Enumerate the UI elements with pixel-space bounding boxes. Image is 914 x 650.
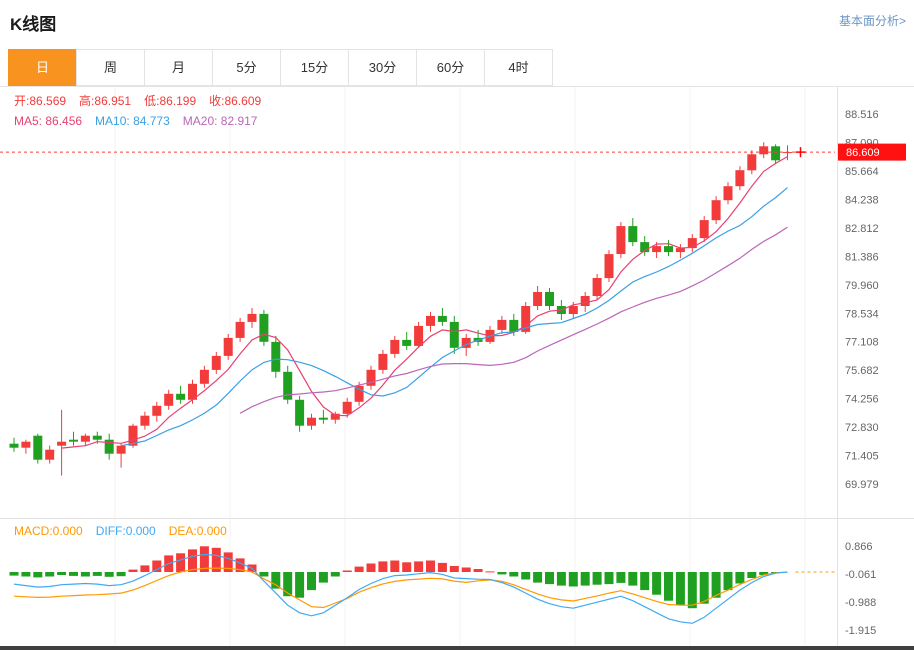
fundamental-analysis-link[interactable]: 基本面分析> xyxy=(838,14,906,28)
ma10-line xyxy=(120,187,788,447)
svg-text:69.979: 69.979 xyxy=(845,479,879,491)
macd-chart[interactable]: 0.866 -0.061 -0.988 -1.915 xyxy=(0,518,914,646)
diff-value: DIFF:0.000 xyxy=(95,524,156,538)
svg-text:79.960: 79.960 xyxy=(845,280,879,292)
macd-value: MACD:0.000 xyxy=(14,524,83,538)
svg-text:78.534: 78.534 xyxy=(845,308,879,320)
svg-text:-1.915: -1.915 xyxy=(845,625,876,637)
svg-text:81.386: 81.386 xyxy=(845,251,879,263)
ma5-legend: MA5: 86.456 xyxy=(14,114,83,128)
tab-month[interactable]: 月 xyxy=(144,49,213,86)
page-header: K线图 基本面分析> xyxy=(0,0,914,49)
time-axis-bar xyxy=(0,646,914,650)
current-price-tag: 86.609 xyxy=(838,143,906,161)
svg-text:0.866: 0.866 xyxy=(845,541,873,553)
svg-text:86.609: 86.609 xyxy=(846,147,880,159)
price-gridlines xyxy=(114,87,806,518)
macd-legend: MACD:0.000 DIFF:0.000 DEA:0.000 xyxy=(14,524,240,538)
page-title: K线图 xyxy=(10,15,57,34)
ma-legend: MA5: 86.456 MA10: 84.773 MA20: 82.917 xyxy=(14,114,270,128)
tab-30min[interactable]: 30分 xyxy=(348,49,417,86)
ma10-legend: MA10: 84.773 xyxy=(95,114,170,128)
candles xyxy=(9,142,792,476)
last-price-cross-icon xyxy=(795,147,806,158)
price-chart[interactable]: 88.51687.09085.66484.23882.81281.38679.9… xyxy=(0,87,914,518)
svg-text:74.256: 74.256 xyxy=(845,394,879,406)
price-axis-labels: 88.51687.09085.66484.23882.81281.38679.9… xyxy=(845,109,879,491)
macd-histogram xyxy=(9,546,781,609)
ohlc-high: 高:86.951 xyxy=(79,94,132,108)
svg-text:-0.061: -0.061 xyxy=(845,569,876,581)
ohlc-legend: 开:86.569 高:86.951 低:86.199 收:86.609 xyxy=(14,94,274,108)
tab-5min[interactable]: 5分 xyxy=(212,49,281,86)
chart-area: 88.516 87.090 85.664 84.238 82.812 81.386 79.9… xyxy=(0,87,914,650)
tab-4hour[interactable]: 4时 xyxy=(484,49,553,86)
ohlc-close: 收:86.609 xyxy=(209,94,262,108)
diff-line xyxy=(13,553,788,624)
tab-week[interactable]: 周 xyxy=(76,49,145,86)
ma20-legend: MA20: 82.917 xyxy=(182,114,258,128)
svg-text:84.238: 84.238 xyxy=(845,194,879,206)
tab-60min[interactable]: 60分 xyxy=(416,49,485,86)
ohlc-low: 低:86.199 xyxy=(144,94,197,108)
ma20-line xyxy=(239,226,788,414)
svg-text:82.812: 82.812 xyxy=(845,223,879,235)
svg-text:85.664: 85.664 xyxy=(845,166,879,178)
svg-text:77.108: 77.108 xyxy=(845,337,879,349)
svg-text:72.830: 72.830 xyxy=(845,422,879,434)
ma5-line xyxy=(61,156,788,449)
dea-value: DEA:0.000 xyxy=(168,524,227,538)
macd-axis-labels: 0.866 -0.061 -0.988 -1.915 xyxy=(845,541,876,637)
ohlc-open: 开:86.569 xyxy=(14,94,67,108)
period-tabs: 日 周 月 5分 15分 30分 60分 4时 xyxy=(0,49,914,87)
svg-text:71.405: 71.405 xyxy=(845,451,879,463)
dea-line xyxy=(13,567,788,609)
svg-text:-0.988: -0.988 xyxy=(845,597,876,609)
svg-text:75.682: 75.682 xyxy=(845,365,879,377)
tab-day[interactable]: 日 xyxy=(8,49,77,86)
svg-text:88.516: 88.516 xyxy=(845,109,879,121)
tab-15min[interactable]: 15分 xyxy=(280,49,349,86)
